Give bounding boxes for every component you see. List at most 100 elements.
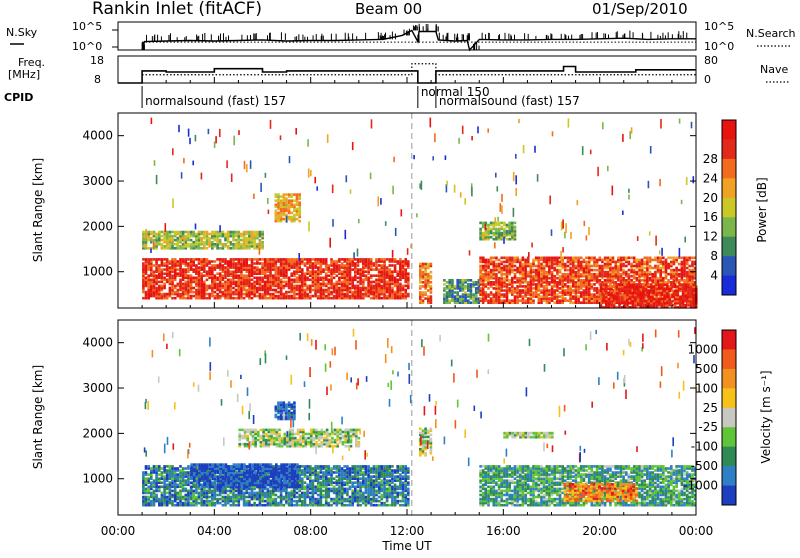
sparse-echo bbox=[602, 122, 604, 129]
echo-cell bbox=[381, 285, 384, 288]
sparse-echo bbox=[265, 173, 267, 178]
echo-cell bbox=[235, 297, 238, 300]
echo-cell bbox=[256, 277, 259, 280]
echo-cell bbox=[479, 228, 482, 231]
echo-cell bbox=[511, 277, 514, 280]
echo-cell bbox=[150, 258, 153, 261]
echo-cell bbox=[671, 286, 674, 289]
echo-cell bbox=[524, 285, 527, 288]
echo-cell bbox=[142, 258, 145, 261]
echo-cell bbox=[503, 289, 506, 292]
echo-cell bbox=[195, 289, 198, 292]
echo-cell bbox=[145, 496, 148, 499]
echo-cell bbox=[251, 283, 254, 286]
echo-cell bbox=[564, 289, 567, 292]
echo-cell bbox=[147, 274, 150, 277]
echo-cell bbox=[500, 257, 503, 260]
echo-cell bbox=[290, 272, 293, 275]
echo-cell bbox=[659, 267, 662, 270]
echo-cell bbox=[399, 258, 402, 261]
echo-cell bbox=[216, 293, 219, 296]
sparse-echo bbox=[562, 247, 564, 252]
beam-label: Beam 00 bbox=[355, 0, 422, 18]
echo-cell bbox=[283, 218, 286, 221]
sparse-echo bbox=[565, 223, 567, 233]
echo-cell bbox=[691, 269, 694, 272]
echo-cell bbox=[479, 297, 482, 300]
echo-cell bbox=[500, 232, 503, 235]
echo-cell bbox=[503, 222, 506, 225]
echo-cell bbox=[617, 265, 620, 268]
echo-cell bbox=[675, 257, 678, 260]
echo-cell bbox=[214, 295, 217, 298]
echo-cell bbox=[503, 261, 506, 264]
echo-cell bbox=[493, 257, 496, 260]
sparse-echo bbox=[253, 194, 255, 199]
echo-cell bbox=[155, 287, 158, 290]
echo-cell bbox=[195, 264, 198, 267]
echo-cell bbox=[493, 287, 496, 290]
echo-cell bbox=[553, 275, 556, 278]
echo-cell bbox=[314, 270, 317, 273]
echo-cell bbox=[235, 231, 238, 234]
echo-cell bbox=[259, 262, 262, 265]
echo-cell bbox=[298, 201, 301, 204]
echo-cell bbox=[559, 299, 562, 302]
echo-cell bbox=[296, 297, 299, 300]
echo-cell bbox=[182, 268, 185, 271]
echo-cell bbox=[185, 258, 188, 261]
echo-cell bbox=[593, 283, 596, 286]
echo-cell bbox=[322, 268, 325, 271]
echo-cell bbox=[538, 293, 541, 296]
echo-cell bbox=[285, 197, 288, 200]
echo-cell bbox=[325, 295, 328, 298]
echo-cell bbox=[322, 277, 325, 280]
echo-cell bbox=[177, 272, 180, 275]
echo-cell bbox=[661, 298, 664, 301]
echo-cell bbox=[203, 281, 206, 284]
echo-cell bbox=[516, 257, 519, 260]
echo-cell bbox=[503, 299, 506, 302]
echo-cell bbox=[626, 284, 629, 287]
sparse-echo bbox=[607, 166, 609, 171]
colorbar-swatch bbox=[722, 237, 736, 257]
echo-cell bbox=[422, 281, 425, 284]
echo-cell bbox=[485, 222, 488, 225]
echo-cell bbox=[674, 290, 677, 293]
echo-cell bbox=[459, 295, 462, 298]
echo-cell bbox=[402, 293, 405, 296]
sparse-echo bbox=[494, 242, 496, 248]
echo-cell bbox=[341, 281, 344, 284]
echo-cell bbox=[381, 258, 384, 261]
echo-cell bbox=[179, 465, 182, 468]
sparse-echo bbox=[332, 185, 334, 194]
echo-cell bbox=[567, 285, 570, 288]
echo-cell bbox=[485, 291, 488, 294]
echo-cell bbox=[654, 265, 657, 268]
echo-cell bbox=[427, 273, 430, 276]
echo-cell bbox=[383, 258, 386, 261]
sparse-echo bbox=[612, 186, 614, 196]
echo-cell bbox=[482, 257, 485, 260]
echo-cell bbox=[514, 287, 517, 290]
echo-cell bbox=[208, 285, 211, 288]
sparse-echo bbox=[350, 189, 352, 194]
echo-cell bbox=[634, 286, 637, 289]
echo-cell bbox=[639, 292, 642, 295]
echo-cell bbox=[600, 296, 603, 299]
echo-cell bbox=[153, 258, 156, 261]
echo-cell bbox=[487, 259, 490, 262]
echo-cell bbox=[681, 257, 684, 260]
echo-cell bbox=[354, 285, 357, 288]
echo-cell bbox=[261, 262, 264, 265]
echo-cell bbox=[678, 273, 681, 276]
echo-cell bbox=[277, 193, 280, 196]
echo-cell bbox=[500, 261, 503, 264]
echo-cell bbox=[580, 257, 583, 260]
echo-cell bbox=[142, 471, 145, 474]
echo-cell bbox=[601, 259, 604, 262]
echo-cell bbox=[163, 293, 166, 296]
echo-cell bbox=[285, 258, 288, 261]
echo-cell bbox=[514, 257, 517, 260]
echo-cell bbox=[514, 265, 517, 268]
